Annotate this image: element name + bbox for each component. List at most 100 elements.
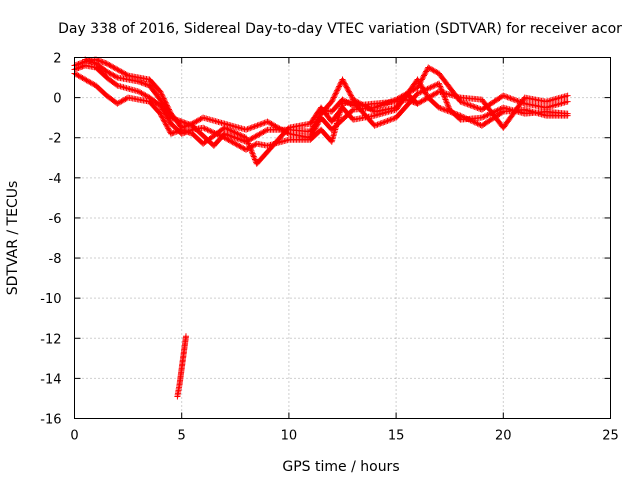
data-point — [251, 123, 258, 130]
data-point — [385, 117, 392, 124]
data-point — [413, 100, 420, 107]
data-point — [483, 112, 490, 119]
data-point — [185, 129, 192, 136]
y-tick-label: 2 — [53, 52, 61, 67]
data-point — [74, 65, 81, 72]
data-point — [437, 83, 444, 90]
data-point — [162, 120, 169, 127]
data-point — [139, 80, 146, 87]
data-point — [181, 119, 188, 126]
data-point — [75, 65, 82, 72]
data-point — [181, 127, 188, 134]
data-point — [167, 114, 174, 121]
data-point — [339, 76, 346, 83]
data-point — [501, 93, 508, 100]
data-point — [493, 107, 500, 114]
data-point — [454, 111, 461, 118]
y-tick-label: -10 — [40, 292, 61, 307]
data-point — [447, 108, 454, 115]
data-point — [467, 102, 474, 109]
data-point — [470, 118, 477, 125]
data-point — [205, 127, 212, 134]
data-point — [173, 128, 180, 135]
data-point — [167, 130, 174, 137]
data-point — [247, 146, 254, 153]
data-point — [263, 127, 270, 134]
data-point — [346, 89, 353, 96]
data-point — [163, 122, 170, 129]
data-point — [250, 124, 257, 131]
data-point — [245, 125, 252, 132]
data-point — [165, 126, 172, 133]
data-point — [343, 83, 350, 90]
data-point — [436, 82, 443, 89]
data-point — [255, 121, 262, 128]
y-tick-label: -12 — [40, 332, 61, 347]
data-point — [250, 153, 257, 160]
data-point — [506, 94, 513, 101]
data-point — [165, 125, 172, 132]
data-point — [343, 84, 350, 91]
data-point — [381, 118, 388, 125]
data-point — [335, 84, 342, 91]
y-tick-label: -14 — [40, 372, 61, 387]
data-point — [457, 112, 464, 119]
data-point — [419, 75, 426, 82]
data-point — [336, 83, 343, 90]
data-point — [228, 133, 235, 140]
data-point — [461, 114, 468, 121]
data-point — [474, 120, 481, 127]
data-point — [224, 131, 231, 138]
data-point — [230, 128, 237, 135]
data-point — [204, 126, 211, 133]
data-point — [248, 149, 255, 156]
data-point — [345, 88, 352, 95]
data-point — [340, 79, 347, 86]
data-point — [332, 90, 339, 97]
data-point — [182, 333, 189, 340]
y-tick-label: 0 — [53, 92, 61, 107]
data-point — [233, 134, 240, 141]
data-point — [137, 79, 144, 86]
data-point — [221, 124, 228, 131]
data-point — [249, 150, 256, 157]
x-tick-label: 15 — [388, 429, 405, 444]
data-point — [341, 80, 348, 87]
data-point — [159, 114, 166, 121]
data-point — [330, 94, 337, 101]
data-point — [173, 116, 180, 123]
data-point — [143, 81, 150, 88]
data-point — [476, 121, 483, 128]
data-point — [260, 120, 267, 127]
data-point — [464, 101, 471, 108]
data-point — [414, 90, 421, 97]
data-point — [458, 113, 465, 120]
data-point — [237, 136, 244, 143]
x-axis-label: GPS time / hours — [282, 459, 399, 475]
data-point — [463, 115, 470, 122]
data-point — [496, 106, 503, 113]
data-point — [348, 93, 355, 100]
data-point — [435, 104, 442, 111]
series-track-6 — [174, 333, 189, 400]
data-point — [243, 126, 250, 133]
data-point — [511, 96, 518, 103]
data-point — [443, 99, 450, 106]
data-point — [174, 128, 181, 135]
data-point — [250, 152, 257, 159]
data-point — [508, 95, 515, 102]
data-point — [180, 127, 187, 134]
data-point — [407, 98, 414, 105]
data-point — [471, 119, 478, 126]
data-point — [184, 128, 191, 135]
data-point — [405, 97, 412, 104]
y-axis-label: SDTVAR / TECUs — [5, 181, 21, 296]
data-point — [174, 117, 181, 124]
data-point — [445, 108, 452, 115]
data-point — [251, 156, 258, 163]
data-point — [96, 58, 103, 65]
data-point — [332, 91, 339, 98]
data-point — [113, 81, 120, 88]
data-point — [246, 143, 253, 150]
